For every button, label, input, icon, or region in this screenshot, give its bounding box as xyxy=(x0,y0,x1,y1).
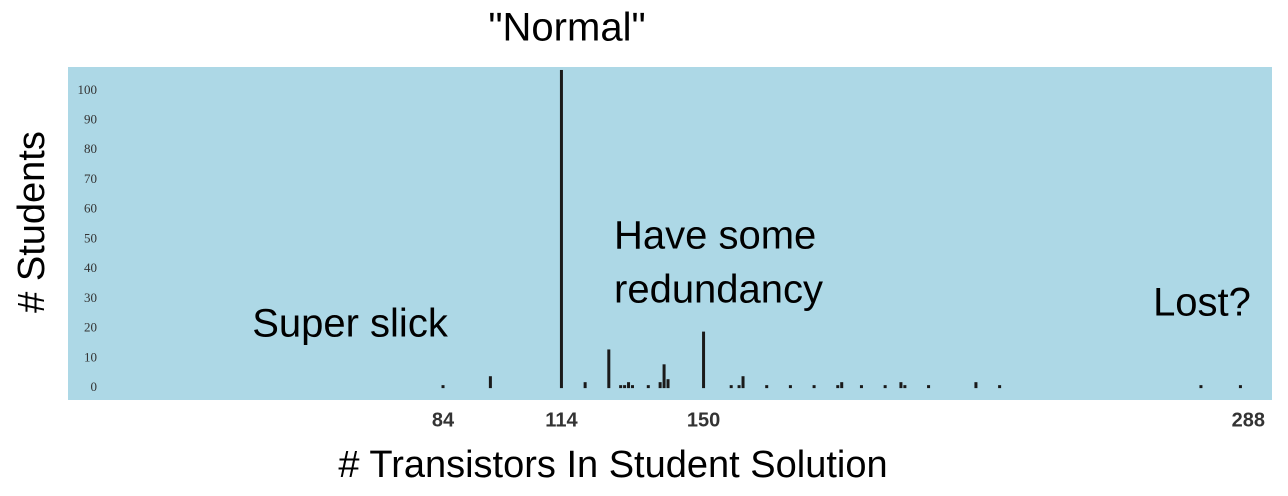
y-tick-label: 90 xyxy=(84,112,97,127)
bar xyxy=(998,385,1002,389)
y-tick-label: 60 xyxy=(84,201,97,216)
x-tick-label: 150 xyxy=(687,409,720,431)
bar xyxy=(729,385,733,389)
bar xyxy=(1199,385,1203,389)
bar xyxy=(812,385,816,389)
bar xyxy=(646,385,650,389)
annotation: Super slick xyxy=(252,302,449,346)
bar xyxy=(630,385,634,389)
bar xyxy=(1238,385,1242,389)
y-tick-label: 70 xyxy=(84,171,97,186)
bar xyxy=(899,382,903,389)
bar xyxy=(658,382,662,389)
bar xyxy=(927,385,931,389)
bar xyxy=(903,385,907,389)
bar xyxy=(883,385,887,389)
annotation: Have some xyxy=(614,214,816,258)
y-tick-label: 40 xyxy=(84,260,97,275)
bar xyxy=(607,349,611,389)
plot-area xyxy=(68,67,1272,400)
y-tick-label: 30 xyxy=(84,290,97,305)
y-tick-label: 50 xyxy=(84,230,97,245)
y-axis-label: # Students xyxy=(11,131,53,313)
annotation: Lost? xyxy=(1153,281,1251,325)
bar xyxy=(441,385,445,389)
y-tick-label: 20 xyxy=(84,320,97,335)
annotation: "Normal" xyxy=(488,6,645,50)
x-tick-label: 114 xyxy=(545,409,578,431)
bar xyxy=(737,385,741,389)
bar xyxy=(623,385,627,389)
y-tick-label: 0 xyxy=(91,379,98,394)
bar xyxy=(741,376,745,389)
bar xyxy=(488,376,492,389)
bar xyxy=(836,385,840,389)
y-tick-label: 100 xyxy=(78,82,98,97)
bar xyxy=(840,382,844,389)
annotation: redundancy xyxy=(614,268,823,312)
bar xyxy=(859,385,863,389)
bar xyxy=(974,382,978,389)
bar xyxy=(559,69,563,389)
y-tick-label: 80 xyxy=(84,141,97,156)
y-tick-label: 10 xyxy=(84,349,97,364)
x-axis-label: # Transistors In Student Solution xyxy=(338,444,887,486)
bar xyxy=(662,364,666,389)
x-tick-label: 288 xyxy=(1232,409,1265,431)
x-tick-label: 84 xyxy=(432,409,455,431)
bar xyxy=(619,385,623,389)
bar xyxy=(627,382,631,389)
bar xyxy=(583,382,587,389)
bar xyxy=(702,331,706,389)
bar xyxy=(765,385,769,389)
bar xyxy=(788,385,792,389)
bar xyxy=(666,379,670,389)
